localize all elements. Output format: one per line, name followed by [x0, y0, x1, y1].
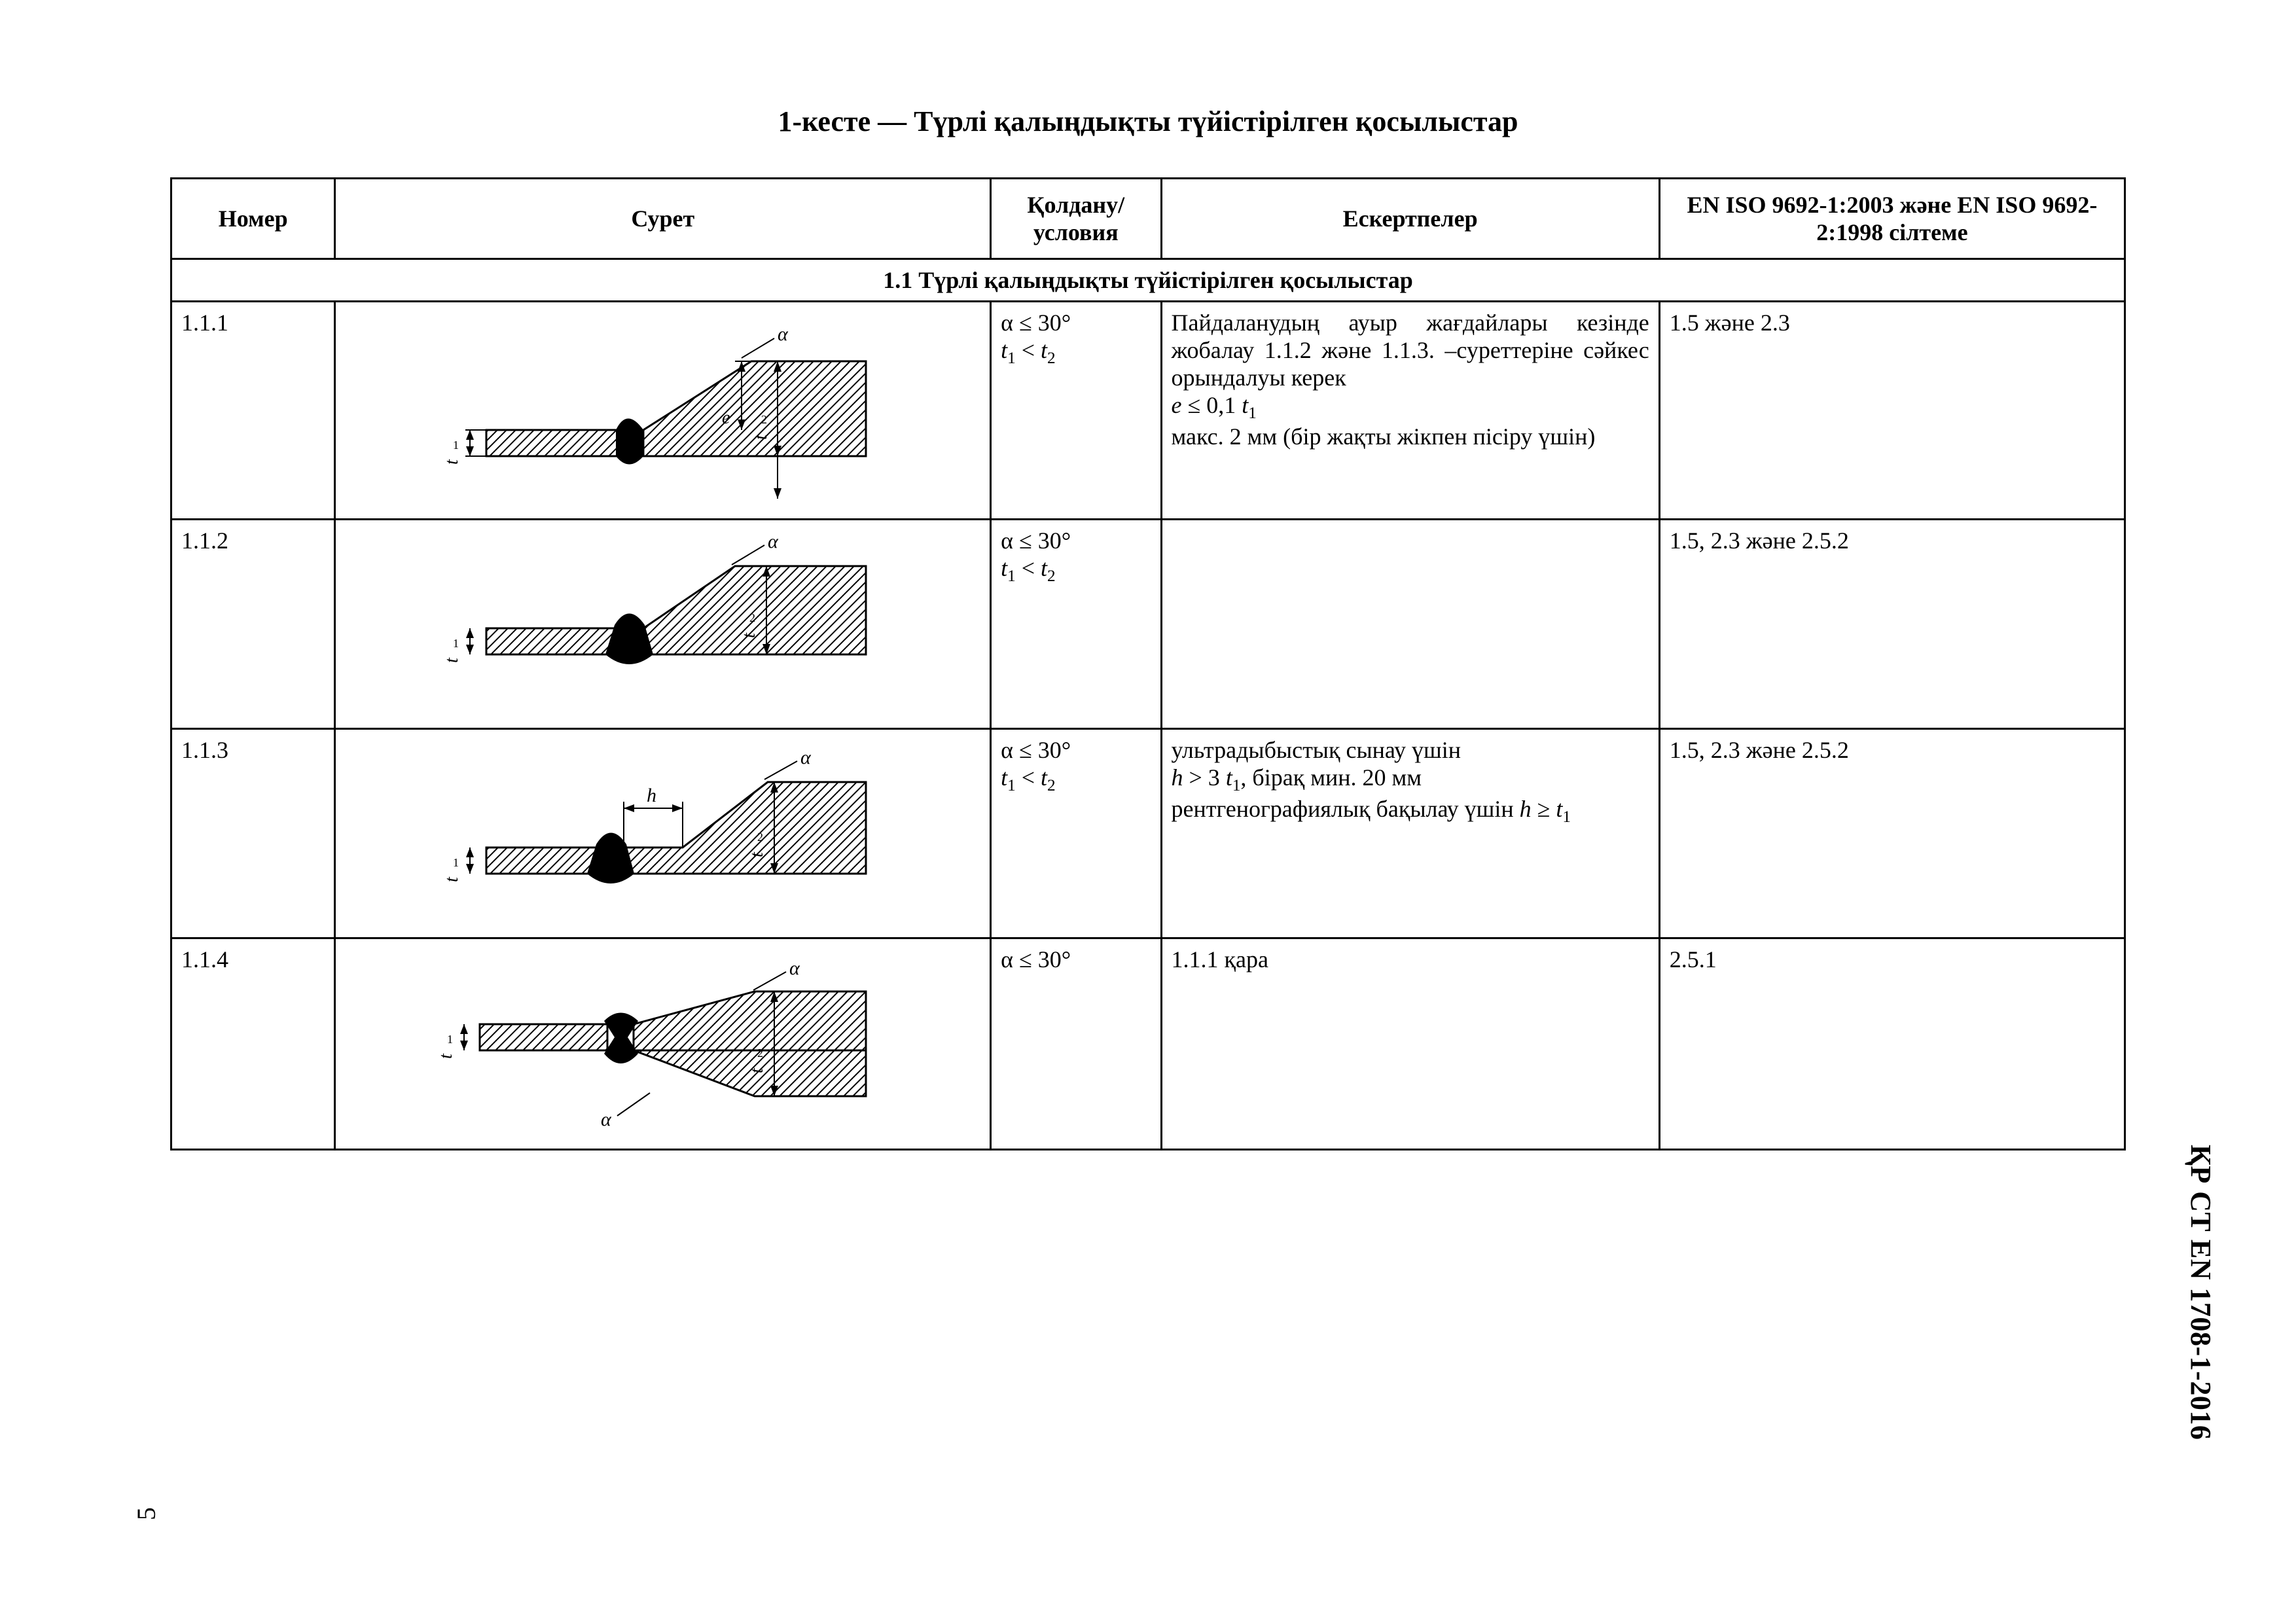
svg-text:α: α	[800, 747, 812, 768]
col-cond: Қолдану/ условия	[991, 179, 1161, 259]
table-row: 1.1.2 α	[171, 520, 2125, 729]
row-cond: α ≤ 30°t1 < t2	[991, 520, 1161, 729]
svg-text:t: t	[751, 434, 771, 440]
svg-text:t: t	[747, 851, 767, 857]
col-num: Номер	[171, 179, 335, 259]
table-row: 1.1.3 α	[171, 729, 2125, 938]
row-cond: α ≤ 30°t1 < t2	[991, 302, 1161, 520]
table-row: 1.1.4	[171, 938, 2125, 1150]
row-cond: α ≤ 30°t1 < t2	[991, 729, 1161, 938]
svg-text:t: t	[442, 657, 462, 663]
row-num: 1.1.3	[171, 729, 335, 938]
page-number: 5	[131, 1507, 162, 1520]
svg-text:t: t	[747, 1067, 767, 1073]
row-note: ультрадыбыстық сынау үшінh > 3 t1, бірақ…	[1161, 729, 1659, 938]
row-ref: 1.5, 2.3 және 2.5.2	[1659, 729, 2125, 938]
svg-text:e: e	[722, 408, 730, 428]
svg-text:t: t	[436, 1053, 456, 1059]
row-figure: α t 1 t 2	[335, 302, 991, 520]
svg-text:1: 1	[453, 856, 459, 869]
row-ref: 1.5 және 2.3	[1659, 302, 2125, 520]
row-ref: 2.5.1	[1659, 938, 2125, 1150]
svg-text:α: α	[601, 1109, 612, 1130]
svg-text:2: 2	[761, 413, 767, 426]
svg-text:1: 1	[453, 637, 459, 650]
svg-text:t: t	[739, 632, 759, 638]
svg-text:α: α	[778, 323, 789, 345]
table-row: 1.1.1	[171, 302, 2125, 520]
svg-text:1: 1	[453, 438, 459, 452]
row-num: 1.1.1	[171, 302, 335, 520]
col-ref: EN ISO 9692-1:2003 және EN ISO 9692-2:19…	[1659, 179, 2125, 259]
standard-label: ҚР СТ EN 1708-1-2016	[2184, 1145, 2217, 1440]
svg-text:2: 2	[749, 611, 755, 624]
joints-table: Номер Сурет Қолдану/ условия Ескертпелер…	[170, 177, 2126, 1150]
row-num: 1.1.2	[171, 520, 335, 729]
table-title: 1-кесте — Түрлі қалыңдықты түйістірілген…	[170, 105, 2126, 138]
row-num: 1.1.4	[171, 938, 335, 1150]
row-note: Пайдаланудың ауыр жағдайлары кезінде жоб…	[1161, 302, 1659, 520]
svg-text:2: 2	[757, 830, 763, 844]
svg-text:t: t	[442, 459, 462, 465]
row-note	[1161, 520, 1659, 729]
col-fig: Сурет	[335, 179, 991, 259]
row-ref: 1.5, 2.3 және 2.5.2	[1659, 520, 2125, 729]
svg-text:α: α	[768, 531, 779, 552]
svg-text:α: α	[789, 957, 800, 979]
col-note: Ескертпелер	[1161, 179, 1659, 259]
svg-text:t: t	[442, 876, 462, 882]
section-header: 1.1 Түрлі қалыңдықты түйістірілген қосыл…	[171, 259, 2125, 302]
row-cond: α ≤ 30°	[991, 938, 1161, 1150]
svg-text:1: 1	[447, 1033, 453, 1046]
row-figure: α α t 1 t	[335, 938, 991, 1150]
svg-text:2: 2	[757, 1046, 763, 1060]
row-figure: α h t 1	[335, 729, 991, 938]
row-figure: α t 1 t 2	[335, 520, 991, 729]
svg-text:h: h	[647, 785, 656, 806]
row-note: 1.1.1 қара	[1161, 938, 1659, 1150]
